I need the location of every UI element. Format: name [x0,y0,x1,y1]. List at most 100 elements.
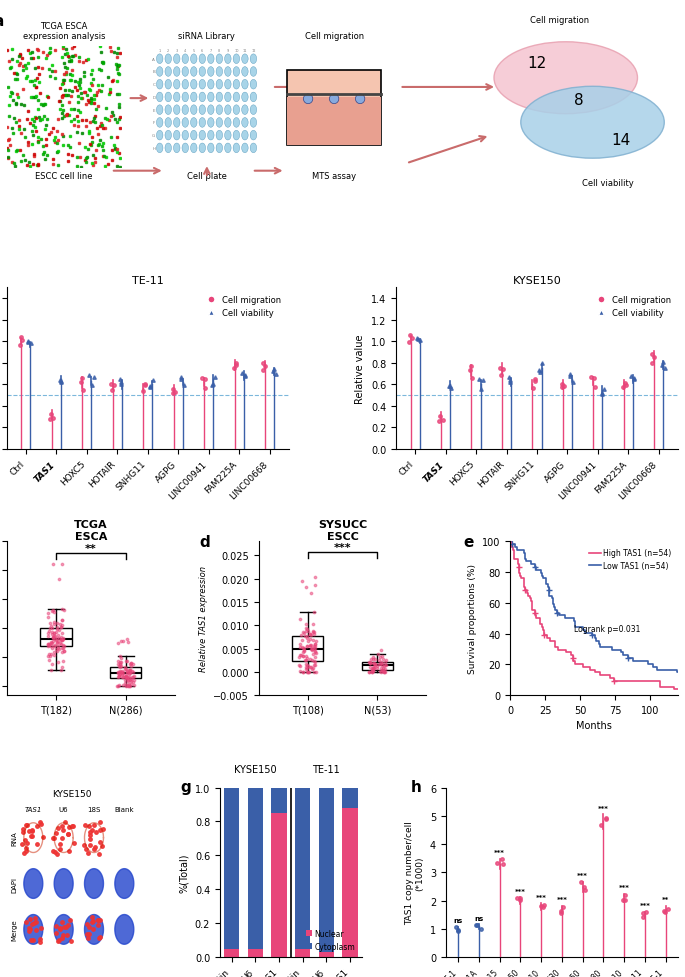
Point [301,653,312,668]
Point [301,660,312,676]
Point [53,628,64,644]
Point [125,676,136,692]
Point [303,624,314,640]
Text: d: d [200,534,210,549]
Point [114,657,125,672]
Point [122,673,133,689]
Point [55,631,66,647]
Point [377,662,388,678]
Point [124,670,135,686]
Point [309,641,320,657]
Point [57,613,68,628]
Point [367,663,378,679]
Point [58,637,69,653]
Low TAS1 (n=54) [548,593,556,605]
Point [42,639,53,655]
Point [300,624,311,640]
Point [373,647,384,662]
Point [300,616,311,632]
Point [45,620,55,636]
High TAS1 (n=54) [506,536,514,548]
Point [296,639,307,655]
Text: Blank: Blank [114,806,134,812]
Point [379,664,390,680]
Point [309,658,320,673]
Point [47,626,58,642]
Point [300,657,311,672]
Point [376,663,387,679]
Point [375,650,386,665]
Point [374,657,385,672]
Point [55,632,66,648]
Point [297,573,308,589]
Point [122,665,133,681]
Point [116,633,127,649]
High TAS1 (n=54) [510,553,519,565]
Point [122,679,133,695]
Point [306,585,317,601]
Point [307,653,318,668]
Point [306,640,317,656]
High TAS1 (n=54) [678,687,685,699]
Point [376,664,387,680]
Point [372,660,383,676]
Point [114,666,125,682]
Point [45,638,56,654]
Point [43,625,54,641]
Point [47,657,58,672]
Point [55,662,66,678]
Point [299,625,310,641]
Point [115,665,126,681]
Bar [224,787,239,949]
Point [304,631,315,647]
Point [121,661,132,677]
Text: ns: ns [453,917,463,923]
Point [308,654,319,669]
Point [53,633,64,649]
Point [364,659,375,675]
High TAS1 (n=54) [517,573,525,584]
Point [47,603,58,618]
Point [367,656,378,671]
Point [307,661,318,677]
Point [295,636,306,652]
Point [51,633,62,649]
Point [49,628,60,644]
Point [121,631,132,647]
Bar [271,787,287,813]
Point [121,670,132,686]
Point [118,665,129,681]
Point [369,656,380,671]
Point [295,663,306,679]
Point [116,654,127,669]
Point [308,627,319,643]
Point [304,652,315,667]
Point [125,664,136,680]
Point [377,663,388,679]
Point [56,617,67,633]
Point [299,643,310,658]
Point [297,664,308,680]
Text: Cell migration: Cell migration [305,32,364,41]
Point [379,655,390,670]
Point [43,636,54,652]
Point [369,660,379,676]
Point [53,655,64,670]
Point [364,655,375,670]
Point [113,679,124,695]
Point [47,630,58,646]
Low TAS1 (n=54) [538,573,547,584]
Text: ***: *** [495,850,505,856]
Text: KYSE150: KYSE150 [234,764,277,774]
Point [300,648,311,663]
Point [119,661,130,677]
Point [373,657,384,672]
Point [302,664,313,680]
Point [114,664,125,680]
Text: TCGA ESCA
expression analysis: TCGA ESCA expression analysis [23,22,105,41]
Point [45,635,56,651]
Point [56,641,67,657]
Point [123,666,134,682]
Bar [319,787,334,953]
Point [58,639,69,655]
